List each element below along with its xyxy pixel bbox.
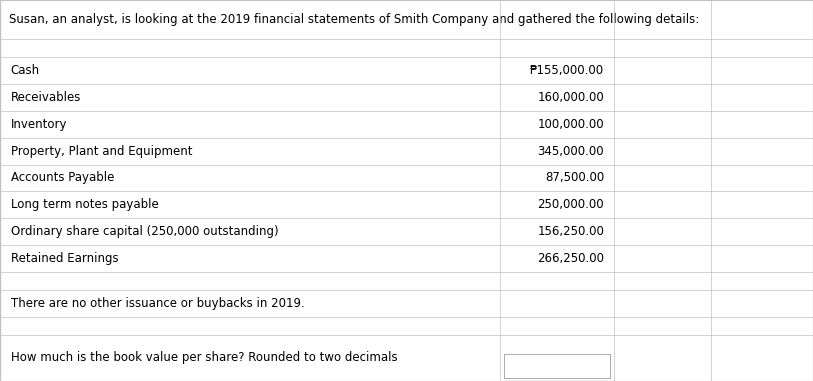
Text: Ordinary share capital (250,000 outstanding): Ordinary share capital (250,000 outstand… [11,226,278,239]
Text: 250,000.00: 250,000.00 [537,199,604,211]
Text: 266,250.00: 266,250.00 [537,253,604,266]
Text: Accounts Payable: Accounts Payable [11,171,114,184]
Text: 87,500.00: 87,500.00 [545,171,604,184]
Text: 160,000.00: 160,000.00 [537,91,604,104]
Text: Retained Earnings: Retained Earnings [11,253,118,266]
Text: ₱155,000.00: ₱155,000.00 [530,64,604,77]
Text: Long term notes payable: Long term notes payable [11,199,159,211]
Text: How much is the book value per share? Rounded to two decimals: How much is the book value per share? Ro… [11,351,398,365]
Text: 156,250.00: 156,250.00 [537,226,604,239]
Text: Receivables: Receivables [11,91,81,104]
Bar [504,354,610,378]
Text: Inventory: Inventory [11,118,67,131]
Text: Cash: Cash [11,64,40,77]
Text: 345,000.00: 345,000.00 [537,144,604,157]
Text: Property, Plant and Equipment: Property, Plant and Equipment [11,144,192,157]
Text: Susan, an analyst, is looking at the 2019 financial statements of Smith Company : Susan, an analyst, is looking at the 201… [9,13,699,26]
Text: There are no other issuance or buybacks in 2019.: There are no other issuance or buybacks … [11,297,304,310]
Text: 100,000.00: 100,000.00 [537,118,604,131]
